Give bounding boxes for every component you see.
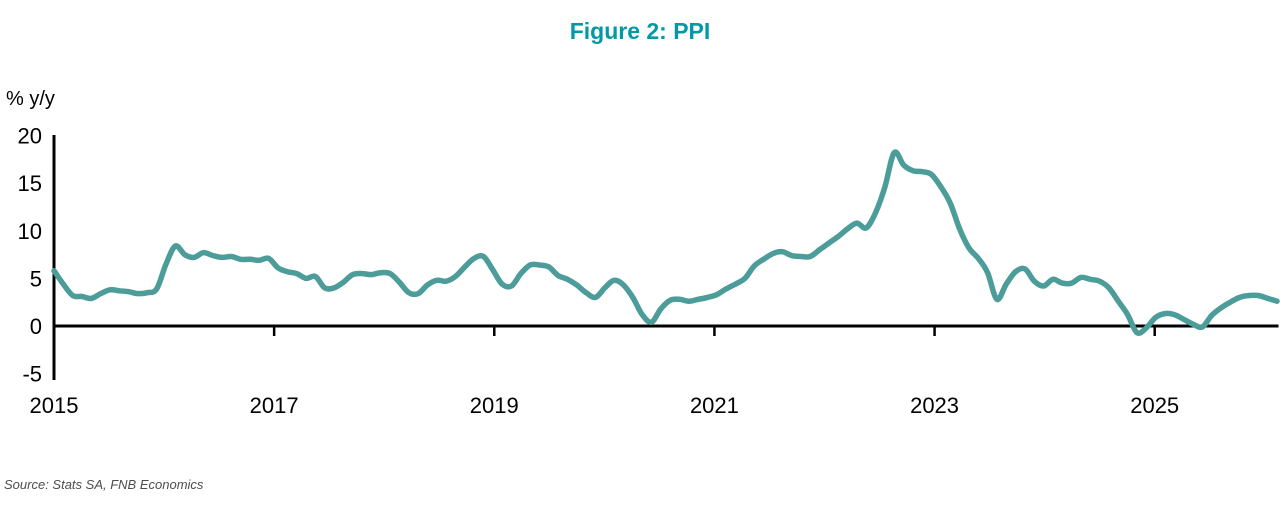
x-axis-zero-line xyxy=(52,324,1279,328)
year-tick xyxy=(1153,326,1156,336)
y-tick-label: 15 xyxy=(18,171,42,196)
x-tick-label: 2019 xyxy=(470,393,519,418)
y-axis-line xyxy=(52,135,56,380)
year-tick xyxy=(272,326,276,336)
y-tick-label: 0 xyxy=(30,314,42,339)
chart-title: Figure 2: PPI xyxy=(569,18,711,44)
year-tick xyxy=(52,326,56,336)
y-axis-unit-label: % y/y xyxy=(6,88,55,110)
year-tick xyxy=(933,326,936,336)
year-tick xyxy=(713,326,716,336)
x-tick-label: 2015 xyxy=(30,393,79,418)
x-tick-label: 2025 xyxy=(1130,393,1179,418)
source-note: Source: Stats SA, FNB Economics xyxy=(4,477,204,492)
y-tick-label: 5 xyxy=(30,266,42,291)
x-tick-label: 2021 xyxy=(690,393,739,418)
y-tick-label: -5 xyxy=(22,362,42,387)
y-tick-label: 10 xyxy=(18,219,42,244)
x-tick-label: 2017 xyxy=(250,393,299,418)
y-tick-label: 20 xyxy=(18,124,42,149)
year-tick xyxy=(493,326,496,336)
ppi-line-series xyxy=(51,149,1280,336)
x-tick-label: 2023 xyxy=(910,393,959,418)
